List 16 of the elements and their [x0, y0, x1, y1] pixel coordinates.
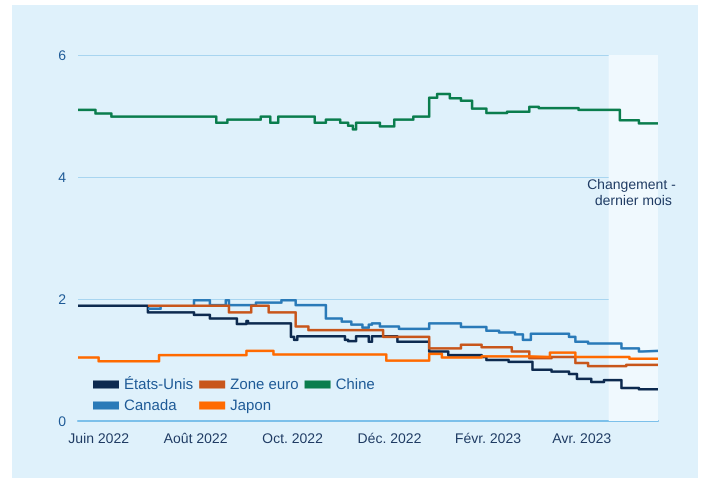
legend-label: États-Unis	[124, 375, 194, 393]
x-tick-label: Juin 2022	[68, 430, 130, 446]
x-tick-label: Oct. 2022	[262, 430, 324, 446]
y-tick-label: 6	[58, 47, 66, 63]
legend-label: Japon	[230, 397, 272, 414]
legend-label: Zone euro	[230, 376, 299, 393]
y-tick-label: 2	[58, 291, 66, 307]
band-label: Changement - dernier mois	[587, 176, 680, 208]
legend-label: Chine	[336, 376, 375, 393]
x-tick-label: Déc. 2022	[358, 430, 422, 446]
y-tick-label: 4	[58, 169, 66, 185]
x-tick-label: Août 2022	[164, 430, 228, 446]
legend-label: Canada	[124, 397, 178, 414]
x-tick-label: Avr. 2023	[552, 430, 612, 446]
y-tick-label: 0	[58, 413, 66, 429]
x-tick-label: Févr. 2023	[454, 430, 522, 446]
